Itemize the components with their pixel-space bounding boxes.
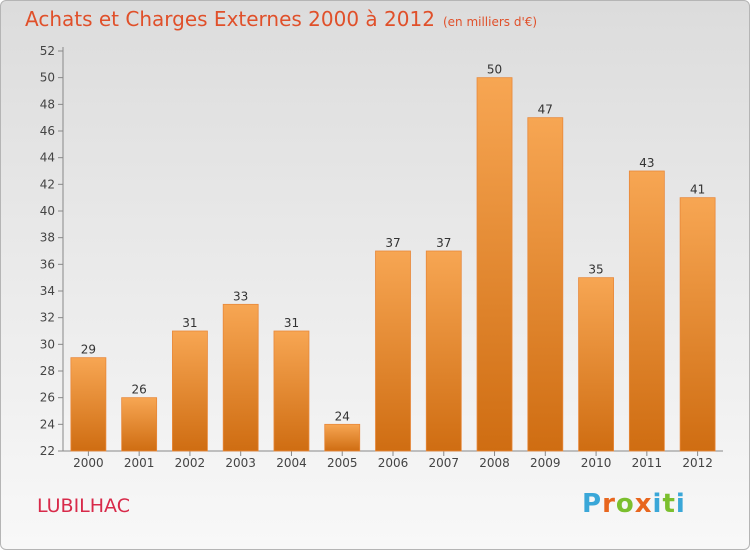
x-tick-label: 2006 [378,456,409,470]
chart-title-text: Achats et Charges Externes 2000 à 2012 [25,7,435,31]
data-label: 41 [690,183,705,197]
bar [70,357,107,452]
x-tick-label: 2007 [428,456,459,470]
chart-subtitle: (en milliers d'€) [442,15,538,29]
bar [121,397,158,452]
x-tick-label: 2005 [327,456,358,470]
y-tick-label: 36 [40,257,55,271]
y-tick-label: 24 [40,417,55,431]
y-tick-label: 46 [40,124,55,138]
logo-letter: P [582,489,603,519]
logo-letter: o [615,489,635,519]
data-label: 35 [588,263,603,277]
y-tick-label: 42 [40,177,55,191]
data-label: 29 [81,343,96,357]
y-tick-label: 32 [40,311,55,325]
data-label: 31 [182,316,197,330]
x-tick-label: 2010 [581,456,612,470]
data-label: 50 [487,63,502,77]
logo-letter: x [634,489,653,519]
y-tick-label: 28 [40,364,55,378]
x-tick-label: 2008 [479,456,510,470]
data-label: 24 [335,409,350,423]
y-tick-label: 38 [40,231,55,245]
bar [425,250,462,452]
bar [172,330,208,452]
x-tick-label: 2004 [276,456,307,470]
data-label: 31 [284,316,299,330]
y-tick-label: 40 [40,204,55,218]
y-tick-label: 26 [40,391,55,405]
axes: 22 24 26 28 30 32 34 36 38 40 42 44 46 48 50 52 2000 2001… [40,44,723,470]
commune-name: LUBILHAC [37,495,130,517]
y-tick-label: 44 [40,151,55,165]
y-tick-label: 22 [40,444,55,458]
bar [375,250,411,452]
bars: 29 26 31 33 31 24 37 37 50 47 35 43 41 [70,63,716,452]
logo-letter: t [662,489,676,519]
x-tick-label: 2011 [632,456,663,470]
x-tick-label: 2000 [73,456,104,470]
logo-letter: r [602,489,616,519]
chart-title: Achats et Charges Externes 2000 à 2012 (e… [25,7,537,31]
x-tick-label: 2001 [124,456,155,470]
bar [476,77,513,452]
y-tick-label: 52 [40,44,55,58]
data-label: 43 [639,156,654,170]
y-tick-label: 48 [40,97,55,111]
logo-letter: i [675,489,686,519]
bar [628,170,665,452]
data-label: 26 [132,383,147,397]
data-label: 33 [233,289,248,303]
x-tick-label: 2002 [175,456,206,470]
x-tick-label: 2012 [682,456,713,470]
bar [578,277,614,452]
y-tick-label: 30 [40,337,55,351]
bar [273,330,310,452]
bar [222,303,259,452]
proxiti-logo[interactable]: Proxiti [582,489,686,519]
bar [527,117,564,452]
y-tick-label: 34 [40,284,55,298]
data-label: 37 [385,236,400,250]
x-tick-label: 2003 [225,456,256,470]
x-tick-label: 2009 [530,456,561,470]
bar [679,197,716,452]
logo-letter: i [652,489,663,519]
y-tick-label: 50 [40,71,55,85]
data-label: 47 [538,103,553,117]
bar [324,423,361,452]
data-label: 37 [436,236,451,250]
